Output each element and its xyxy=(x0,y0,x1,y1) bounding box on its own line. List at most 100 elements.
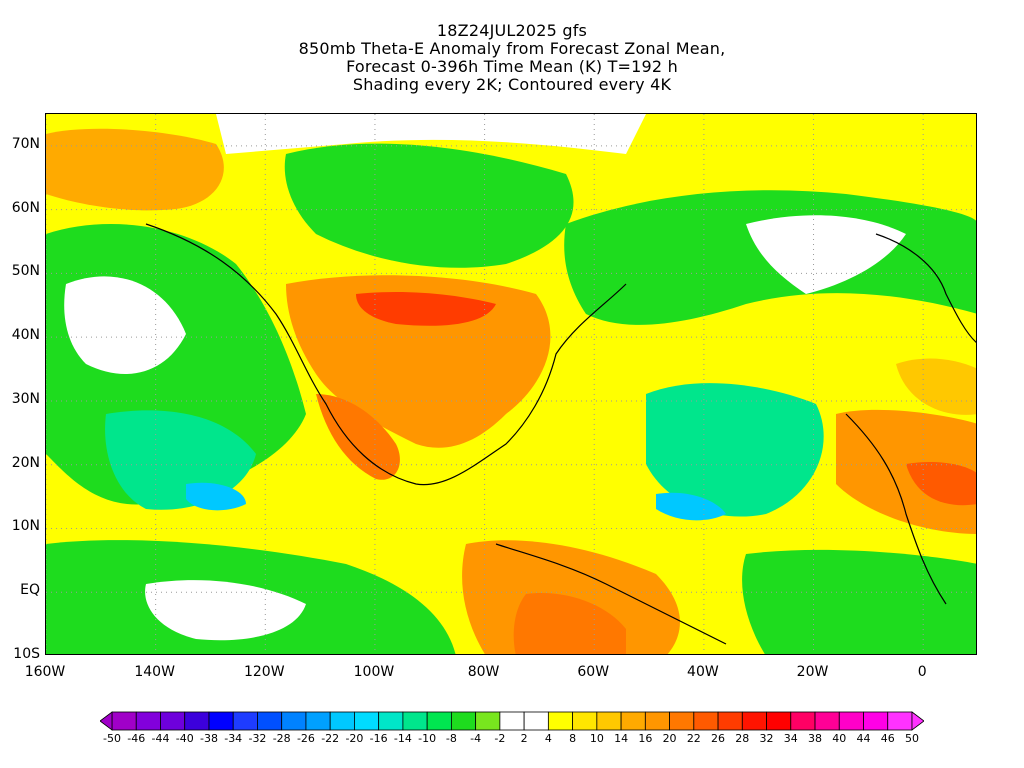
colorbar-cell xyxy=(523,711,549,731)
colorbar-cell xyxy=(693,711,719,731)
equatorial-atlantic-green xyxy=(742,549,976,654)
title-block: 18Z24JUL2025 gfs 850mb Theta-E Anomaly f… xyxy=(0,22,1024,94)
colorbar-min-arrow xyxy=(100,711,113,731)
colorbar-tick-label: -14 xyxy=(393,732,412,745)
arctic-neutral-region xyxy=(216,114,646,154)
colorbar-tick-label: 22 xyxy=(686,732,701,745)
colorbar-cell xyxy=(717,711,743,731)
colorbar-tick-label: -40 xyxy=(175,732,194,745)
colorbar-tick-label: 10 xyxy=(589,732,604,745)
lat-label: 20N xyxy=(11,454,40,471)
lon-label: 140W xyxy=(134,664,175,680)
colorbar-cell xyxy=(766,711,792,731)
lon-label: 160W xyxy=(24,664,66,680)
lon-label: 0 xyxy=(917,664,927,680)
colorbar-cell xyxy=(135,711,161,731)
lon-label: 20W xyxy=(796,664,829,680)
colorbar-cell xyxy=(644,711,670,731)
colorbar-cell xyxy=(475,711,501,731)
colorbar-tick-label: -16 xyxy=(369,732,388,745)
colorbar-cell xyxy=(669,711,695,731)
south-america-coastline xyxy=(495,543,727,645)
colorbar-tick-label: 40 xyxy=(832,732,847,745)
colorbar-tick-label: -8 xyxy=(445,732,457,745)
colorbar-cell xyxy=(305,711,331,731)
colorbar-tick-label: 4 xyxy=(544,732,552,745)
colorbar-tick-label: -46 xyxy=(127,732,146,745)
colorbar-tick-label: -2 xyxy=(494,732,506,745)
lat-label: EQ xyxy=(20,582,40,599)
colorbar-tick-label: 8 xyxy=(569,732,577,745)
colorbar-tick-label: -50 xyxy=(103,732,121,745)
colorbar-cell xyxy=(790,711,816,731)
mexico-orange-region xyxy=(316,394,400,480)
colorbar-tick-label: -10 xyxy=(418,732,437,745)
theta-e-anomaly-map xyxy=(46,114,976,654)
amazon-orange-core xyxy=(513,593,626,654)
colorbar-cell xyxy=(572,711,598,731)
map-panel xyxy=(45,113,977,655)
title-line-3: Forecast 0-396h Time Mean (K) T=192 h xyxy=(346,57,678,76)
colorbar-cell xyxy=(620,711,646,731)
colorbar-cell xyxy=(111,711,137,731)
colorbar-tick-label: -28 xyxy=(272,732,291,745)
equatorial-neutral-patch xyxy=(145,580,306,641)
alaska-orange-region xyxy=(46,128,224,211)
colorbar-cell xyxy=(863,711,889,731)
great-lakes-red-region xyxy=(356,292,496,326)
colorbar-cell xyxy=(450,711,477,731)
lat-label: 50N xyxy=(11,263,40,280)
title-line-1: 18Z24JUL2025 gfs xyxy=(436,21,588,40)
north-america-coastline xyxy=(145,223,627,486)
colorbar-tick-label: -44 xyxy=(151,732,170,745)
lat-label: 10S xyxy=(13,646,40,662)
colorbar-tick-label: 16 xyxy=(638,732,653,745)
colorbar-cell xyxy=(547,711,574,731)
title-line-2: 850mb Theta-E Anomaly from Forecast Zona… xyxy=(298,39,726,58)
colorbar-cell xyxy=(499,711,525,731)
colorbar-cell xyxy=(596,711,622,731)
colorbar-tick-label: 32 xyxy=(759,732,774,745)
colorbar-tick-label: -20 xyxy=(345,732,364,745)
lon-label: 60W xyxy=(577,664,610,680)
lat-label: 60N xyxy=(11,199,40,216)
lon-label: 80W xyxy=(467,664,500,680)
lat-label: 40N xyxy=(11,327,40,344)
colorbar-max-arrow xyxy=(911,711,924,731)
europe-coastline xyxy=(875,233,976,343)
colorbar-tick-label: 20 xyxy=(662,732,677,745)
colorbar-tick-label: -38 xyxy=(199,732,218,745)
colorbar-cell xyxy=(838,711,864,731)
colorbar-tick-label: 28 xyxy=(735,732,750,745)
colorbar-cell xyxy=(741,711,767,731)
colorbar-tick-label: 46 xyxy=(880,732,895,745)
coastlines xyxy=(145,223,976,645)
colorbar-tick-label: 44 xyxy=(856,732,871,745)
colorbar-cell xyxy=(402,711,428,731)
africa-coastline xyxy=(845,413,947,605)
colorbar-tick-label: -4 xyxy=(470,732,482,745)
colorbar-tick-label: 2 xyxy=(520,732,528,745)
colorbar-tick-label: 50 xyxy=(905,732,919,745)
atlantic-teal-region xyxy=(646,383,824,517)
colorbar-cell xyxy=(160,711,186,731)
colorbar-cell xyxy=(814,711,840,731)
colorbar-cell xyxy=(887,711,913,731)
lat-label: 10N xyxy=(11,518,40,535)
colorbar-cell xyxy=(184,711,210,731)
colorbar-tick-label: 26 xyxy=(711,732,726,745)
colorbar-tick-label: 38 xyxy=(808,732,823,745)
atlantic-cyan-patch xyxy=(656,492,726,521)
colorbar-cell xyxy=(232,711,258,731)
colorbar-cell xyxy=(208,711,234,731)
colorbar-tick-label: -22 xyxy=(321,732,340,745)
colorbar-cell xyxy=(426,711,452,731)
canada-green-region xyxy=(284,143,574,268)
lat-label: 30N xyxy=(11,390,40,407)
sahara-red-core xyxy=(906,462,976,506)
grid-lines xyxy=(46,114,976,654)
colorbar-cell xyxy=(257,711,283,731)
lat-label: 70N xyxy=(11,135,40,152)
sahara-orange-region xyxy=(836,409,976,534)
colorbar-cell xyxy=(378,711,404,731)
